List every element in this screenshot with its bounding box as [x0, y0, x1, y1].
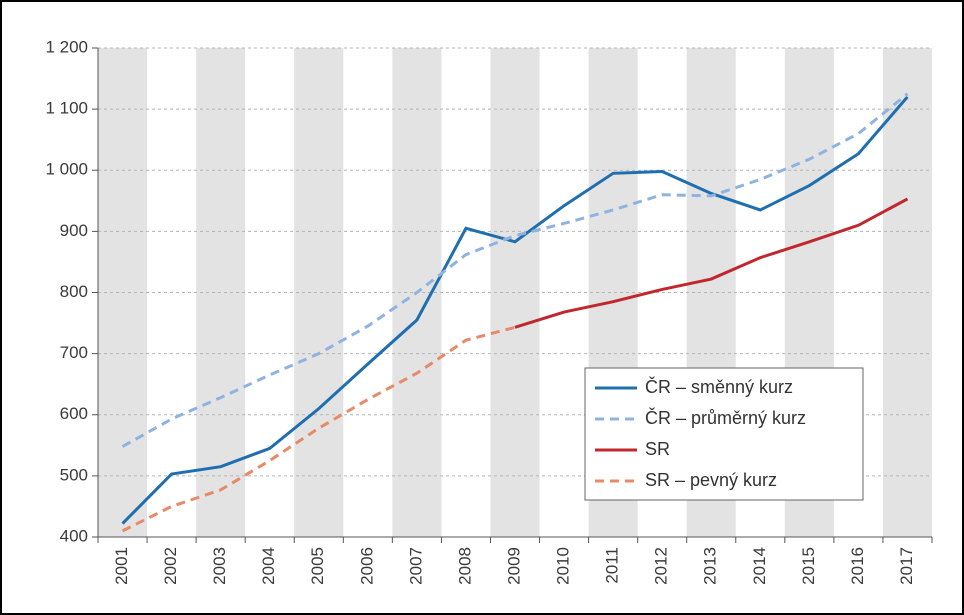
y-tick-label: 700	[60, 343, 88, 362]
y-tick-label: 1 100	[45, 99, 88, 118]
y-tick-label: 400	[60, 526, 88, 545]
x-tick-label: 2015	[799, 547, 818, 585]
legend-label: SR – pevný kurz	[645, 470, 777, 490]
x-tick-label: 2010	[554, 547, 573, 585]
x-tick-label: 2008	[455, 547, 474, 585]
legend-label: ČR – směnný kurz	[645, 376, 793, 397]
y-tick-label: 1 000	[45, 160, 88, 179]
y-tick-label: 500	[60, 465, 88, 484]
y-tick-label: 900	[60, 221, 88, 240]
series-line	[514, 197, 909, 329]
x-tick-label: 2017	[897, 547, 916, 585]
y-tick-label: 1 200	[45, 37, 88, 56]
x-tick-label: 2016	[848, 547, 867, 585]
y-tick-label: 800	[60, 282, 88, 301]
legend-box	[584, 367, 864, 501]
legend-label: SR	[645, 439, 670, 459]
x-tick-label: 2003	[210, 547, 229, 585]
x-tick-label: 2005	[308, 547, 327, 585]
series-line	[121, 95, 909, 525]
legend-label: ČR – průměrný kurz	[645, 407, 806, 428]
x-tick-label: 2001	[112, 547, 131, 585]
x-tick-label: 2002	[161, 547, 180, 585]
x-tick-label: 2013	[701, 547, 720, 585]
x-tick-label: 2009	[504, 547, 523, 585]
x-tick-label: 2004	[259, 547, 278, 585]
x-tick-label: 2014	[750, 547, 769, 585]
x-tick-label: 2006	[357, 547, 376, 585]
x-tick-label: 2012	[652, 547, 671, 585]
column-band	[294, 48, 344, 537]
x-tick-label: 2011	[603, 547, 622, 584]
x-tick-label: 2007	[406, 547, 425, 585]
y-tick-label: 600	[60, 404, 88, 423]
